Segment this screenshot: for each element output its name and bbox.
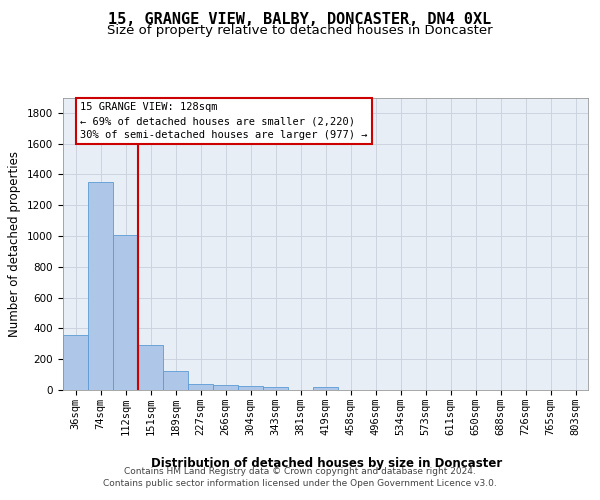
Y-axis label: Number of detached properties: Number of detached properties	[8, 151, 22, 337]
Bar	[263, 387, 288, 390]
Text: Size of property relative to detached houses in Doncaster: Size of property relative to detached ho…	[107, 24, 493, 37]
Bar	[238, 386, 263, 390]
Bar	[113, 234, 138, 390]
Bar	[88, 182, 113, 390]
Text: 15 GRANGE VIEW: 128sqm
← 69% of detached houses are smaller (2,220)
30% of semi-: 15 GRANGE VIEW: 128sqm ← 69% of detached…	[80, 102, 367, 140]
Text: Distribution of detached houses by size in Doncaster: Distribution of detached houses by size …	[151, 458, 503, 470]
Text: 15, GRANGE VIEW, BALBY, DONCASTER, DN4 0XL: 15, GRANGE VIEW, BALBY, DONCASTER, DN4 0…	[109, 12, 491, 28]
Bar	[138, 346, 163, 390]
Bar	[313, 387, 338, 390]
Bar	[163, 371, 188, 390]
Bar	[213, 385, 238, 390]
Bar	[188, 384, 213, 390]
Text: Contains public sector information licensed under the Open Government Licence v3: Contains public sector information licen…	[103, 478, 497, 488]
Bar	[63, 336, 88, 390]
Text: Contains HM Land Registry data © Crown copyright and database right 2024.: Contains HM Land Registry data © Crown c…	[124, 467, 476, 476]
